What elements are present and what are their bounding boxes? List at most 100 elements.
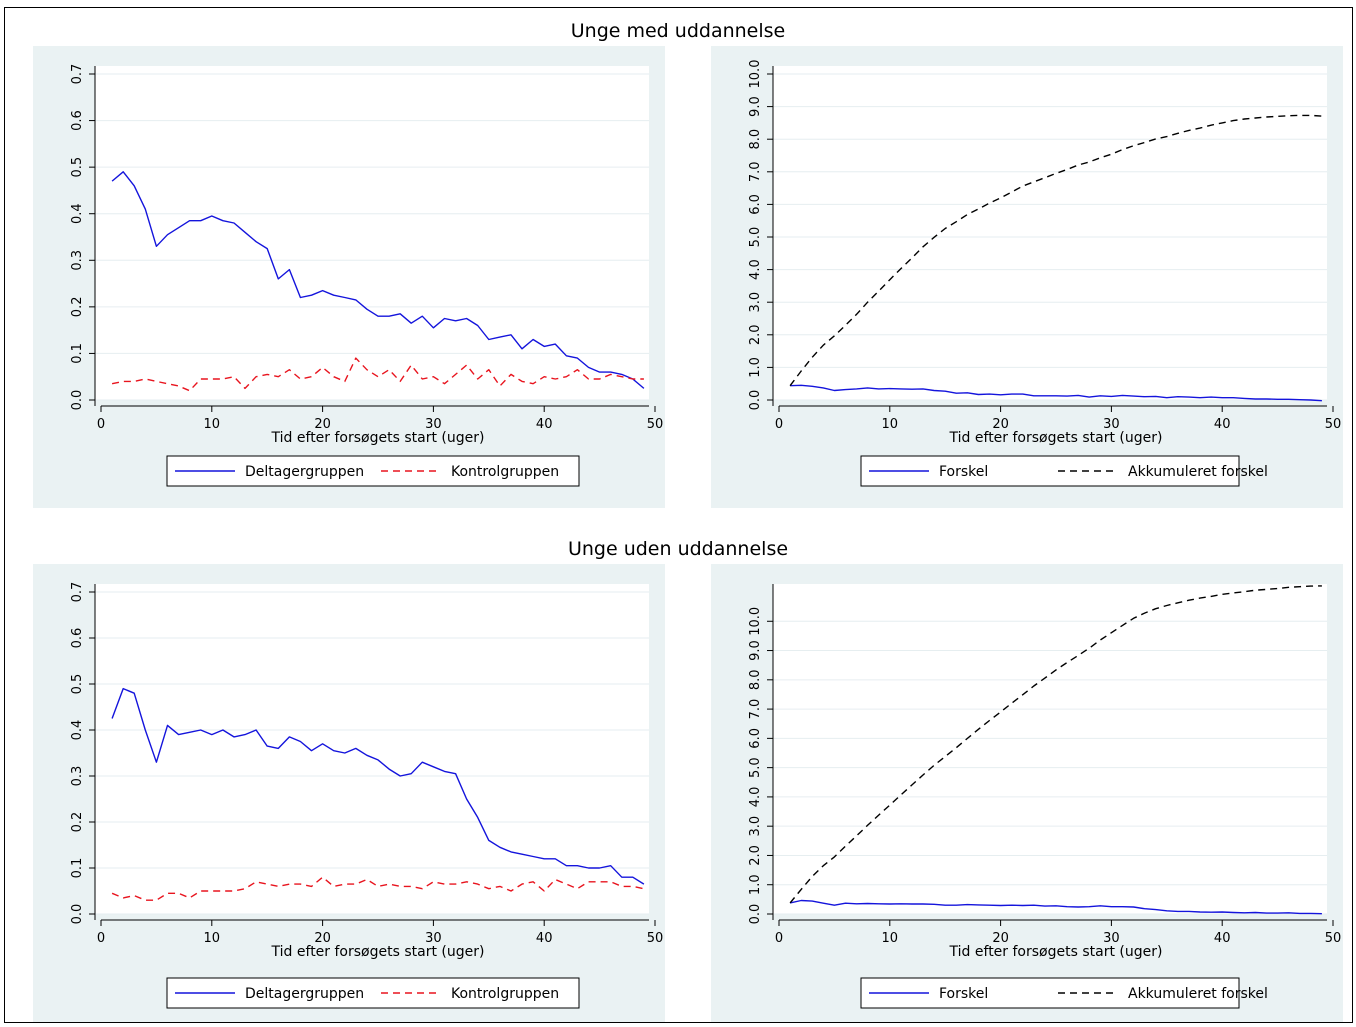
x-axis-label: Tid efter forsøgets start (uger): [949, 944, 1163, 960]
y-tick-label: 0.0: [70, 390, 85, 411]
chart-panel-top-right: 0.0 1.0 2.0 3.0 4.0 5.0 6.0 7.0 8.0 9.0 10.0 0 10 20 3…: [711, 46, 1343, 508]
y-tick-label: 8.0: [748, 669, 763, 690]
y-tick-label: 9.0: [748, 96, 763, 117]
y-tick-label: 10.0: [748, 60, 763, 89]
y-tick-label: 10.0: [748, 607, 763, 636]
y-tick-label: 0.3: [70, 250, 85, 271]
legend: Deltagergruppen Kontrolgruppen: [166, 977, 580, 1009]
x-tick-label: 40: [536, 417, 553, 432]
y-tick-label: 0.7: [70, 582, 85, 603]
legend-label-1: Akkumuleret forskel: [1128, 986, 1268, 1002]
x-tick-label: 20: [992, 931, 1009, 946]
x-tick-label: 40: [1214, 931, 1231, 946]
y-tick-label: 1.0: [748, 874, 763, 895]
series-line-0: [789, 899, 1322, 915]
y-tick-label: 0.4: [70, 720, 85, 741]
chart-top-right: 0.0 1.0 2.0 3.0 4.0 5.0 6.0 7.0 8.0 9.0 10.0 0 10 20 3…: [748, 60, 1342, 487]
x-tick-label: 40: [1214, 417, 1231, 432]
y-tick-label: 0.2: [70, 297, 85, 318]
y-tick-label: 2.0: [748, 845, 763, 866]
chart-panel-bottom-left: 0.0 0.1 0.2 0.3 0.4 0.5 0.6 0.7 0 10 20 30 40 50 Tid e…: [33, 564, 665, 1022]
legend: Forskel Akkumuleret forskel: [860, 455, 1268, 487]
y-tick-label: 9.0: [748, 640, 763, 661]
y-tick-label: 0.6: [70, 628, 85, 649]
y-tick-label: 5.0: [748, 227, 763, 248]
y-tick-label: 7.0: [748, 699, 763, 720]
chart-top-left: 0.0 0.1 0.2 0.3 0.4 0.5 0.6 0.7 0 10 20 30 40 50 Tid e…: [70, 64, 664, 487]
y-tick-label: 1.0: [748, 357, 763, 378]
legend-box: [166, 455, 580, 487]
legend-label-1: Kontrolgruppen: [451, 986, 559, 1002]
chart-bottom-right: 0.0 1.0 2.0 3.0 4.0 5.0 6.0 7.0 8.0 9.0 10.0 0 10 20 3…: [748, 584, 1342, 1009]
x-tick-label: 0: [775, 931, 783, 946]
x-tick-label: 30: [425, 931, 442, 946]
y-tick-label: 2.0: [748, 324, 763, 345]
y-tick-label: 8.0: [748, 129, 763, 150]
group-title-top: Unge med uddannelse: [570, 20, 786, 42]
group-title-bottom: Unge uden uddannelse: [567, 538, 789, 560]
legend-label-1: Akkumuleret forskel: [1128, 464, 1268, 480]
x-tick-label: 10: [204, 931, 221, 946]
y-tick-label: 0.7: [70, 64, 85, 85]
x-axis-label: Tid efter forsøgets start (uger): [271, 944, 485, 960]
y-tick-label: 5.0: [748, 757, 763, 778]
y-tick-label: 0.3: [70, 766, 85, 787]
y-tick-label: 3.0: [748, 292, 763, 313]
x-tick-label: 10: [882, 931, 899, 946]
series-line-1: [111, 357, 644, 392]
y-tick-label: 4.0: [748, 787, 763, 808]
x-tick-label: 50: [647, 931, 664, 946]
x-tick-label: 50: [647, 417, 664, 432]
x-tick-label: 30: [1103, 417, 1120, 432]
legend-box: [166, 977, 580, 1009]
y-tick-label: 0.2: [70, 812, 85, 833]
y-tick-label: 6.0: [748, 728, 763, 749]
legend-label-0: Forskel: [939, 986, 988, 1002]
x-axis-label: Tid efter forsøgets start (uger): [949, 430, 1163, 446]
y-tick-label: 0.6: [70, 110, 85, 131]
y-tick-label: 0.0: [748, 390, 763, 411]
legend: Forskel Akkumuleret forskel: [860, 977, 1268, 1009]
series-line-0: [111, 687, 645, 885]
y-tick-label: 6.0: [748, 194, 763, 215]
x-tick-label: 20: [314, 417, 331, 432]
x-tick-label: 0: [775, 417, 783, 432]
legend-label-0: Deltagergruppen: [245, 464, 364, 480]
series-line-0: [790, 384, 1322, 402]
x-tick-label: 20: [314, 931, 331, 946]
chart-panel-bottom-right: 0.0 1.0 2.0 3.0 4.0 5.0 6.0 7.0 8.0 9.0 10.0 0 10 20 3…: [711, 564, 1343, 1022]
x-tick-label: 50: [1325, 931, 1342, 946]
y-tick-label: 0.0: [70, 904, 85, 925]
legend-label-0: Deltagergruppen: [245, 986, 364, 1002]
plot-area: [773, 584, 1327, 914]
y-tick-label: 0.5: [70, 674, 85, 695]
y-tick-label: 0.1: [70, 343, 85, 364]
x-axis-label: Tid efter forsøgets start (uger): [271, 430, 485, 446]
y-tick-label: 0.0: [748, 904, 763, 925]
x-tick-label: 30: [425, 417, 442, 432]
x-tick-label: 0: [97, 417, 105, 432]
y-tick-label: 4.0: [748, 259, 763, 280]
legend-label-1: Kontrolgruppen: [451, 464, 559, 480]
x-tick-label: 0: [97, 931, 105, 946]
plot-area: [95, 584, 649, 914]
series-line-1: [789, 585, 1322, 904]
x-tick-label: 50: [1325, 417, 1342, 432]
plot-area: [773, 66, 1327, 400]
x-tick-label: 10: [882, 417, 899, 432]
chart-panel-top-left: 0.0 0.1 0.2 0.3 0.4 0.5 0.6 0.7 0 10 20 30 40 50 Tid e…: [33, 46, 665, 508]
legend-label-0: Forskel: [939, 464, 988, 480]
y-tick-label: 0.4: [70, 203, 85, 224]
x-tick-label: 20: [992, 417, 1009, 432]
series-line-1: [789, 114, 1322, 387]
plot-area: [95, 66, 649, 400]
x-tick-label: 30: [1103, 931, 1120, 946]
chart-bottom-left: 0.0 0.1 0.2 0.3 0.4 0.5 0.6 0.7 0 10 20 30 40 50 Tid e…: [70, 582, 664, 1009]
y-tick-label: 3.0: [748, 816, 763, 837]
y-tick-label: 0.1: [70, 858, 85, 879]
x-tick-label: 10: [204, 417, 221, 432]
y-tick-label: 0.5: [70, 157, 85, 178]
legend: Deltagergruppen Kontrolgruppen: [166, 455, 580, 487]
y-tick-label: 7.0: [748, 161, 763, 182]
x-tick-label: 40: [536, 931, 553, 946]
